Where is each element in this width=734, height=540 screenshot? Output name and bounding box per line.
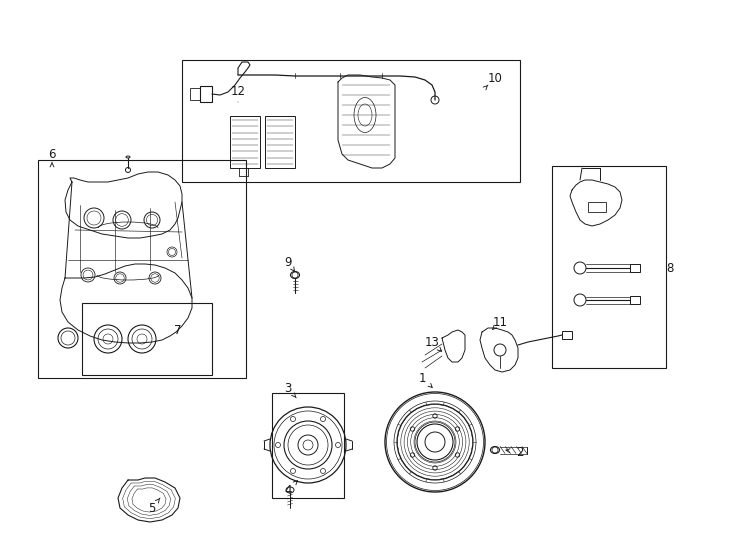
- Bar: [38, 160, 246, 378]
- Text: 1: 1: [418, 372, 426, 384]
- Text: 5: 5: [148, 502, 156, 515]
- Bar: [588, 202, 606, 212]
- Bar: [630, 264, 640, 272]
- Bar: [190, 88, 200, 100]
- Text: 8: 8: [666, 261, 674, 274]
- Text: 7: 7: [174, 323, 182, 336]
- Bar: [230, 116, 260, 168]
- Text: 13: 13: [424, 335, 440, 348]
- Text: 11: 11: [493, 315, 507, 328]
- Text: 2: 2: [516, 446, 524, 458]
- Bar: [630, 296, 640, 304]
- Bar: [82, 303, 212, 375]
- Text: 6: 6: [48, 148, 56, 161]
- Text: 4: 4: [284, 483, 291, 496]
- Text: 3: 3: [284, 381, 291, 395]
- Bar: [552, 166, 666, 368]
- Text: 9: 9: [284, 255, 291, 268]
- Text: 12: 12: [230, 85, 245, 98]
- Bar: [265, 116, 295, 168]
- Bar: [562, 331, 572, 339]
- Bar: [272, 393, 344, 498]
- Bar: [182, 60, 520, 182]
- Bar: [200, 86, 212, 102]
- Text: 10: 10: [487, 71, 503, 84]
